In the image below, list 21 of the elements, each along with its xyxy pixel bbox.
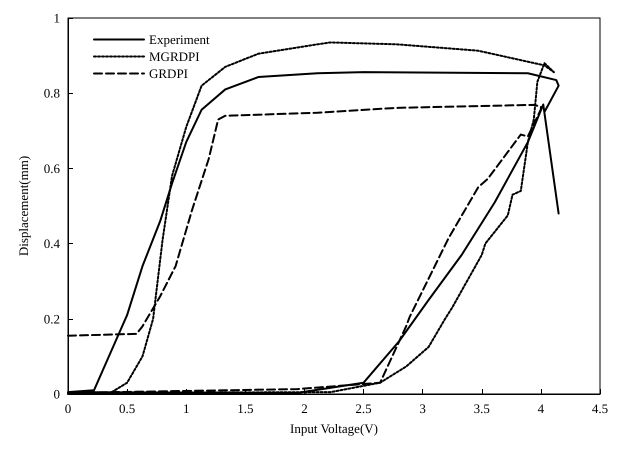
x-tick-label: 1.5 xyxy=(237,401,254,416)
x-tick-label: 4.5 xyxy=(592,401,608,416)
y-tick-label: 1 xyxy=(54,10,60,26)
y-tick-label: 0.2 xyxy=(44,311,60,326)
x-axis-title: Input Voltage(V) xyxy=(290,421,378,436)
x-tick-label: 3 xyxy=(419,401,426,416)
legend-label: GRDPI xyxy=(149,66,188,81)
x-tick-label: 1 xyxy=(182,401,190,416)
x-tick-label: 4 xyxy=(538,401,545,416)
legend-label: MGRDPI xyxy=(149,49,200,64)
y-axis-title: Displacement(mm) xyxy=(16,156,31,256)
x-tick-label: 0 xyxy=(64,401,72,416)
x-tick-label: 2.5 xyxy=(355,401,372,416)
y-tick-label: 0.6 xyxy=(44,160,60,176)
x-tick-label: 0.5 xyxy=(118,401,136,416)
y-tick-label: 0.4 xyxy=(44,236,60,252)
legend-label: Experiment xyxy=(149,32,210,47)
x-tick-label: 2 xyxy=(301,401,308,416)
x-tick-label: 3.5 xyxy=(474,401,490,416)
y-tick-label: 0 xyxy=(54,386,60,402)
y-tick-label: 0.8 xyxy=(44,86,60,101)
